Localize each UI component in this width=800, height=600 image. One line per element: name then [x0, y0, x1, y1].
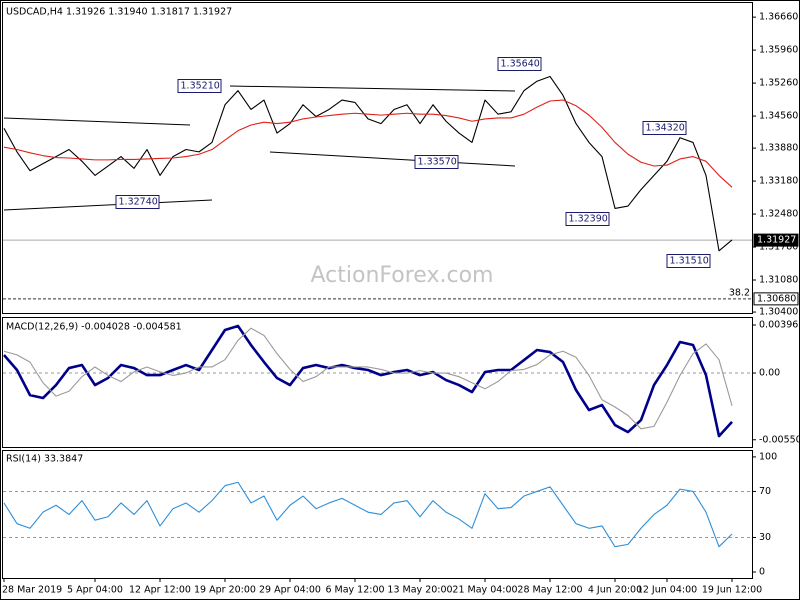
annotation-box — [666, 254, 711, 268]
x-tick-label: 19 Jun 12:00 — [702, 585, 762, 596]
y-tick-label: 1.32480 — [759, 209, 798, 220]
y-tick-label: 1.35960 — [759, 45, 798, 56]
annotation: 1.31510 — [670, 256, 709, 267]
y-tick-label: -0.005503 — [759, 434, 800, 445]
y-tick-label: 1.31780 — [759, 242, 798, 253]
price-box — [753, 233, 799, 247]
annotation: 1.35210 — [181, 81, 220, 92]
price-box-label: 1.31927 — [757, 235, 796, 246]
level-note: 38.2 — [729, 287, 750, 298]
y-tick-label: 70 — [759, 486, 771, 497]
annotation-box — [497, 57, 542, 71]
panel-title: USDCAD,H4 1.31926 1.31940 1.31817 1.3192… — [6, 7, 232, 18]
x-tick-label: 28 Mar 2019 — [2, 585, 62, 596]
x-tick-label: 19 Apr 20:00 — [194, 585, 256, 596]
series-line — [3, 324, 733, 438]
y-tick-label: 0 — [759, 567, 765, 578]
y-tick-label: 1.31080 — [759, 275, 798, 286]
series-line — [3, 481, 733, 548]
y-tick-label: 1.33180 — [759, 176, 798, 187]
y-tick-label: 1.36660 — [759, 12, 798, 23]
annotation-box — [177, 79, 222, 93]
x-tick-label: 12 Jun 04:00 — [637, 585, 697, 596]
y-tick-label: 0.003961 — [759, 320, 800, 331]
x-tick-label: 21 May 04:00 — [452, 585, 517, 596]
annotation: 1.33570 — [418, 157, 457, 168]
price-box — [753, 292, 799, 306]
y-tick-label: 1.35260 — [759, 78, 798, 89]
annotation-box — [565, 212, 610, 226]
trend-line — [229, 85, 516, 92]
x-tick-label: 28 May 12:00 — [517, 585, 582, 596]
panel-title: RSI(14) 33.3847 — [6, 454, 83, 465]
annotation-box — [642, 121, 687, 135]
annotation-box — [414, 155, 459, 169]
annotation: 1.32740 — [119, 197, 158, 208]
rsi-panel — [2, 450, 753, 579]
y-tick-label: 1.33880 — [759, 143, 798, 154]
x-tick-label: 29 Apr 04:00 — [259, 585, 321, 596]
trend-line — [269, 151, 516, 167]
y-tick-label: 100 — [759, 451, 777, 462]
annotation: 1.34320 — [646, 123, 685, 134]
y-tick-label: 1.34560 — [759, 111, 798, 122]
x-tick-label: 4 Jun 20:00 — [588, 585, 642, 596]
annotation-box — [115, 195, 160, 209]
x-tick-label: 6 May 12:00 — [325, 585, 384, 596]
panel-title: MACD(12,26,9) -0.004028 -0.004581 — [6, 322, 182, 333]
price-panel — [2, 2, 753, 314]
series-line — [3, 327, 733, 430]
price-box-label: 1.30680 — [757, 293, 796, 304]
trend-line — [3, 199, 213, 211]
annotation: 1.35640 — [501, 59, 540, 70]
trend-line — [3, 117, 191, 126]
annotation: 1.32390 — [569, 214, 608, 225]
macd-panel — [2, 317, 753, 448]
series-line — [3, 99, 733, 188]
y-tick-label: 30 — [759, 532, 771, 543]
x-tick-label: 5 Apr 04:00 — [67, 585, 123, 596]
y-tick-label: 0.00 — [759, 368, 780, 379]
watermark: ActionForex.com — [311, 263, 494, 288]
y-tick-label: 1.30400 — [759, 307, 798, 318]
x-tick-label: 13 May 20:00 — [387, 585, 452, 596]
x-tick-label: 12 Apr 12:00 — [129, 585, 191, 596]
series-line — [3, 75, 733, 252]
